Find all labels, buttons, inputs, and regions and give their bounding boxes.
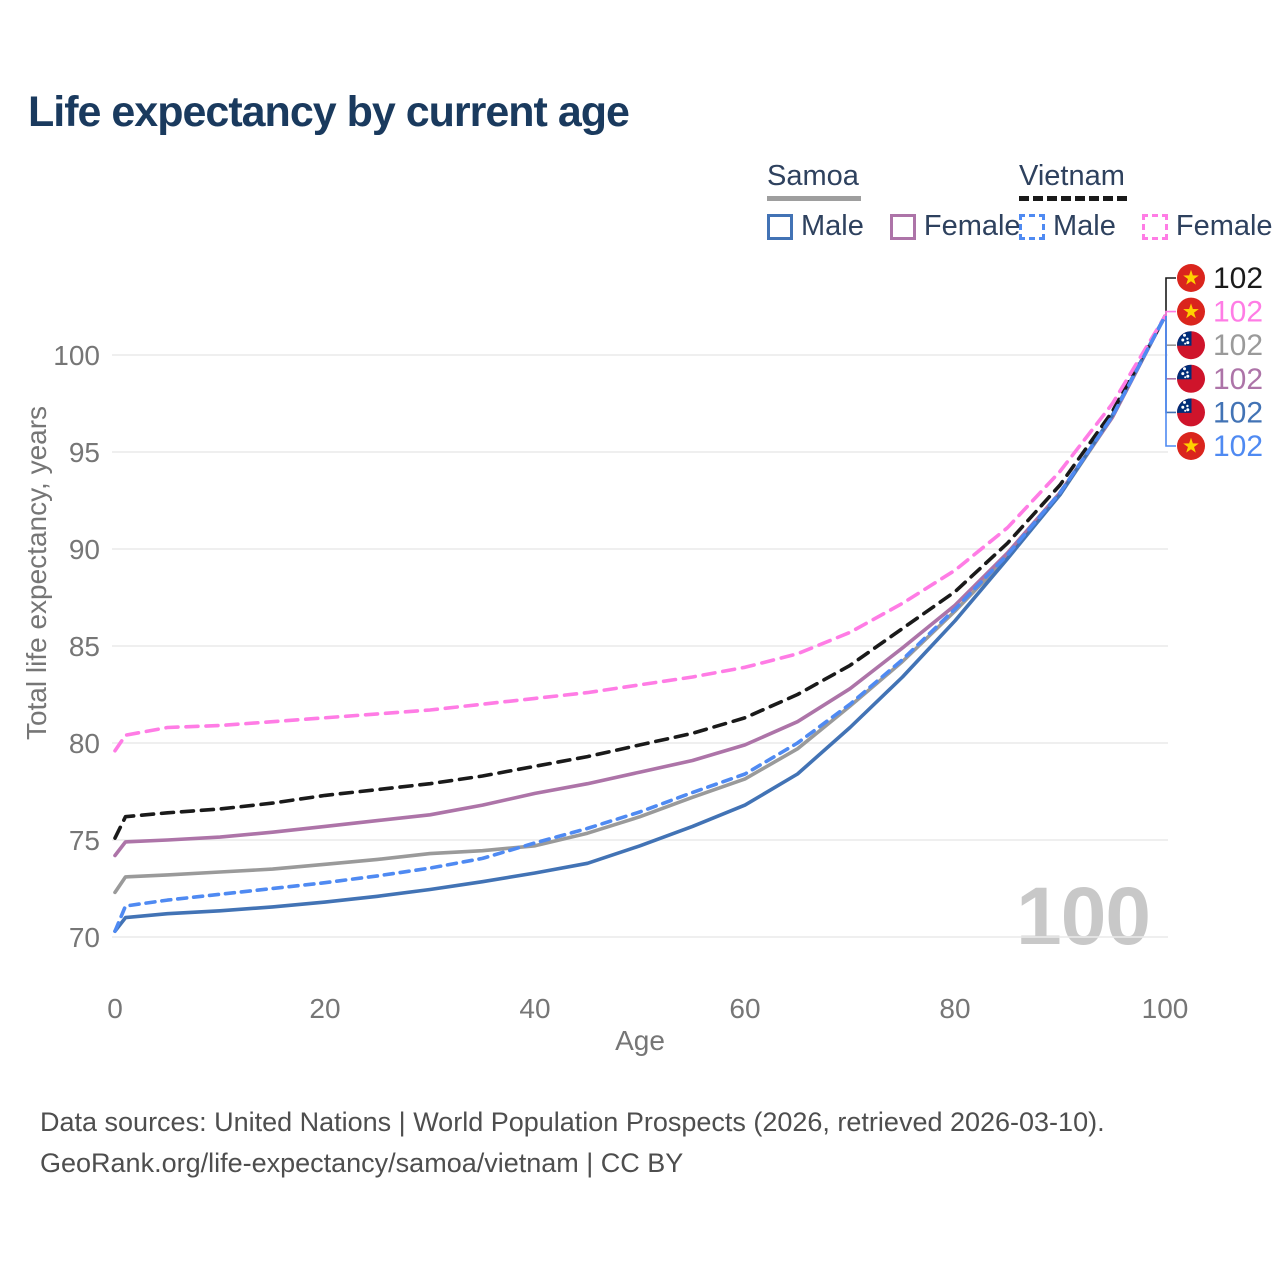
x-axis-tick: 80 bbox=[939, 993, 970, 1024]
line-samoa-both[interactable] bbox=[113, 314, 1167, 895]
y-axis-tick: 95 bbox=[69, 437, 100, 468]
legend-swatch-samoa-male bbox=[767, 213, 793, 240]
end-label-connector bbox=[1165, 316, 1176, 347]
vietnam-flag-icon bbox=[1177, 297, 1205, 326]
end-value-label: 102 bbox=[1213, 396, 1263, 429]
y-axis-tick: 75 bbox=[69, 825, 100, 856]
legend-title-samoa[interactable]: Samoa bbox=[767, 160, 861, 201]
legend-swatch-vietnam-male bbox=[1019, 213, 1045, 240]
x-axis-tick: 20 bbox=[309, 993, 340, 1024]
y-axis-tick: 70 bbox=[69, 922, 100, 953]
x-axis-tick: 40 bbox=[519, 993, 550, 1024]
legend-items-samoa: Male Female bbox=[767, 210, 1021, 243]
x-axis-tick: 0 bbox=[107, 993, 123, 1024]
page-title: Life expectancy by current age bbox=[28, 88, 630, 136]
end-label-connector bbox=[1165, 316, 1176, 447]
end-label-connector bbox=[1165, 310, 1176, 316]
line-vietnam-both[interactable] bbox=[113, 314, 1167, 840]
legend-label-vietnam-female: Female bbox=[1175, 210, 1273, 242]
line-samoa-female[interactable] bbox=[113, 314, 1167, 858]
y-axis-tick: 80 bbox=[69, 728, 100, 759]
y-axis-tick: 90 bbox=[69, 534, 100, 565]
x-axis-tick: 60 bbox=[729, 993, 760, 1024]
end-value-label: 102 bbox=[1213, 329, 1263, 362]
end-value-label: 102 bbox=[1213, 363, 1263, 396]
legend-item-vietnam-female[interactable]: Female bbox=[1141, 210, 1273, 243]
vietnam-flag-icon bbox=[1177, 432, 1205, 460]
line-samoa-male[interactable] bbox=[113, 314, 1167, 934]
legend-label-samoa-male: Male bbox=[801, 210, 864, 242]
end-value-label: 102 bbox=[1213, 296, 1263, 329]
x-axis-tick: 100 bbox=[1142, 993, 1189, 1024]
samoa-flag-icon bbox=[1177, 331, 1205, 360]
end-label-connector bbox=[1165, 316, 1176, 414]
legend-swatch-samoa-female bbox=[889, 213, 916, 240]
y-axis-title: Total life expectancy, years bbox=[21, 406, 52, 740]
end-label-connector bbox=[1165, 277, 1176, 316]
y-axis-tick: 100 bbox=[53, 340, 100, 371]
legend-item-samoa-female[interactable]: Female bbox=[889, 210, 1021, 243]
legend-label-vietnam-male: Male bbox=[1053, 210, 1116, 242]
legend-swatch-vietnam-female bbox=[1141, 213, 1168, 240]
samoa-flag-icon bbox=[1177, 364, 1205, 393]
end-value-label: 102 bbox=[1213, 262, 1263, 295]
vietnam-flag-icon bbox=[1177, 264, 1205, 292]
end-label-connector bbox=[1165, 316, 1176, 380]
legend-group-samoa: Samoa Male Female bbox=[767, 160, 1021, 243]
legend-item-vietnam-male[interactable]: Male bbox=[1019, 210, 1116, 243]
age-counter-watermark: 100 bbox=[1016, 871, 1151, 962]
legend-group-vietnam: Vietnam Male Female bbox=[1019, 160, 1273, 243]
line-vietnam-male[interactable] bbox=[113, 314, 1167, 934]
legend-title-vietnam[interactable]: Vietnam bbox=[1019, 160, 1127, 201]
footer-data-sources: Data sources: United Nations | World Pop… bbox=[40, 1107, 1105, 1137]
legend-item-samoa-male[interactable]: Male bbox=[767, 210, 864, 243]
x-axis-title: Age bbox=[615, 1025, 665, 1056]
legend-items-vietnam: Male Female bbox=[1019, 210, 1273, 243]
footer: Data sources: United Nations | World Pop… bbox=[40, 1102, 1105, 1184]
line-vietnam-female[interactable] bbox=[113, 314, 1167, 753]
legend-label-samoa-female: Female bbox=[923, 210, 1021, 242]
footer-attribution-url: GeoRank.org/life-expectancy/samoa/vietna… bbox=[40, 1148, 684, 1178]
end-value-label: 102 bbox=[1213, 430, 1263, 463]
y-axis-tick: 85 bbox=[69, 631, 100, 662]
samoa-flag-icon bbox=[1177, 398, 1205, 427]
